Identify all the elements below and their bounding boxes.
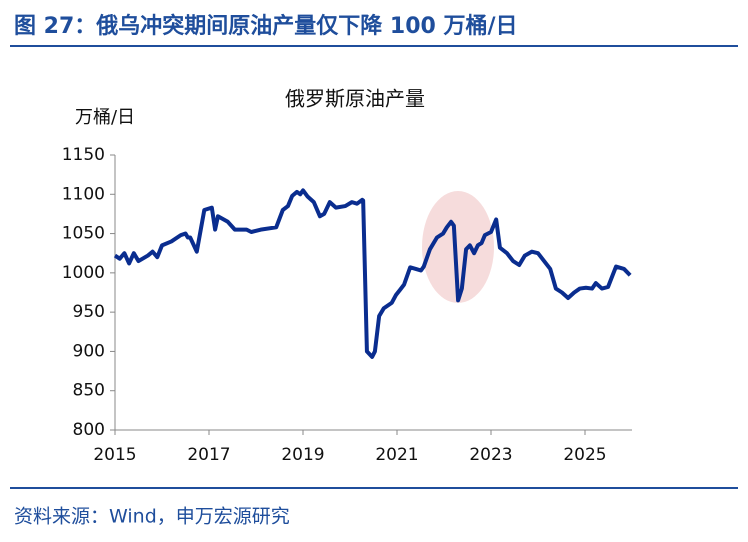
chart-title: 俄罗斯原油产量 [285,87,425,111]
y-tick-label: 1000 [62,263,105,283]
x-tick-label: 2021 [375,445,418,465]
y-axis-label: 万桶/日 [75,107,135,128]
figure-title: 图 27：俄乌冲突期间原油产量仅下降 100 万桶/日 [14,13,518,39]
y-tick-label: 1100 [62,184,105,204]
x-tick-label: 2015 [93,445,136,465]
y-tick-label: 900 [73,341,105,361]
y-tick-label: 850 [73,381,105,401]
y-tick-label: 800 [73,420,105,440]
x-tick-label: 2023 [469,445,512,465]
source-note: 资料来源：Wind，申万宏源研究 [14,506,290,528]
plot-area: 800 850 900 950 1000 1050 1100 1150 2015 2017 2019… [62,145,632,465]
highlight-ellipse [422,191,494,303]
x-tick-label: 2017 [187,445,230,465]
data-line [113,188,632,359]
x-tick-label: 2025 [563,445,606,465]
y-tick-label: 1050 [62,224,105,244]
y-tick-label: 1150 [62,145,105,165]
x-tick-label: 2019 [281,445,324,465]
y-tick-label: 950 [73,302,105,322]
